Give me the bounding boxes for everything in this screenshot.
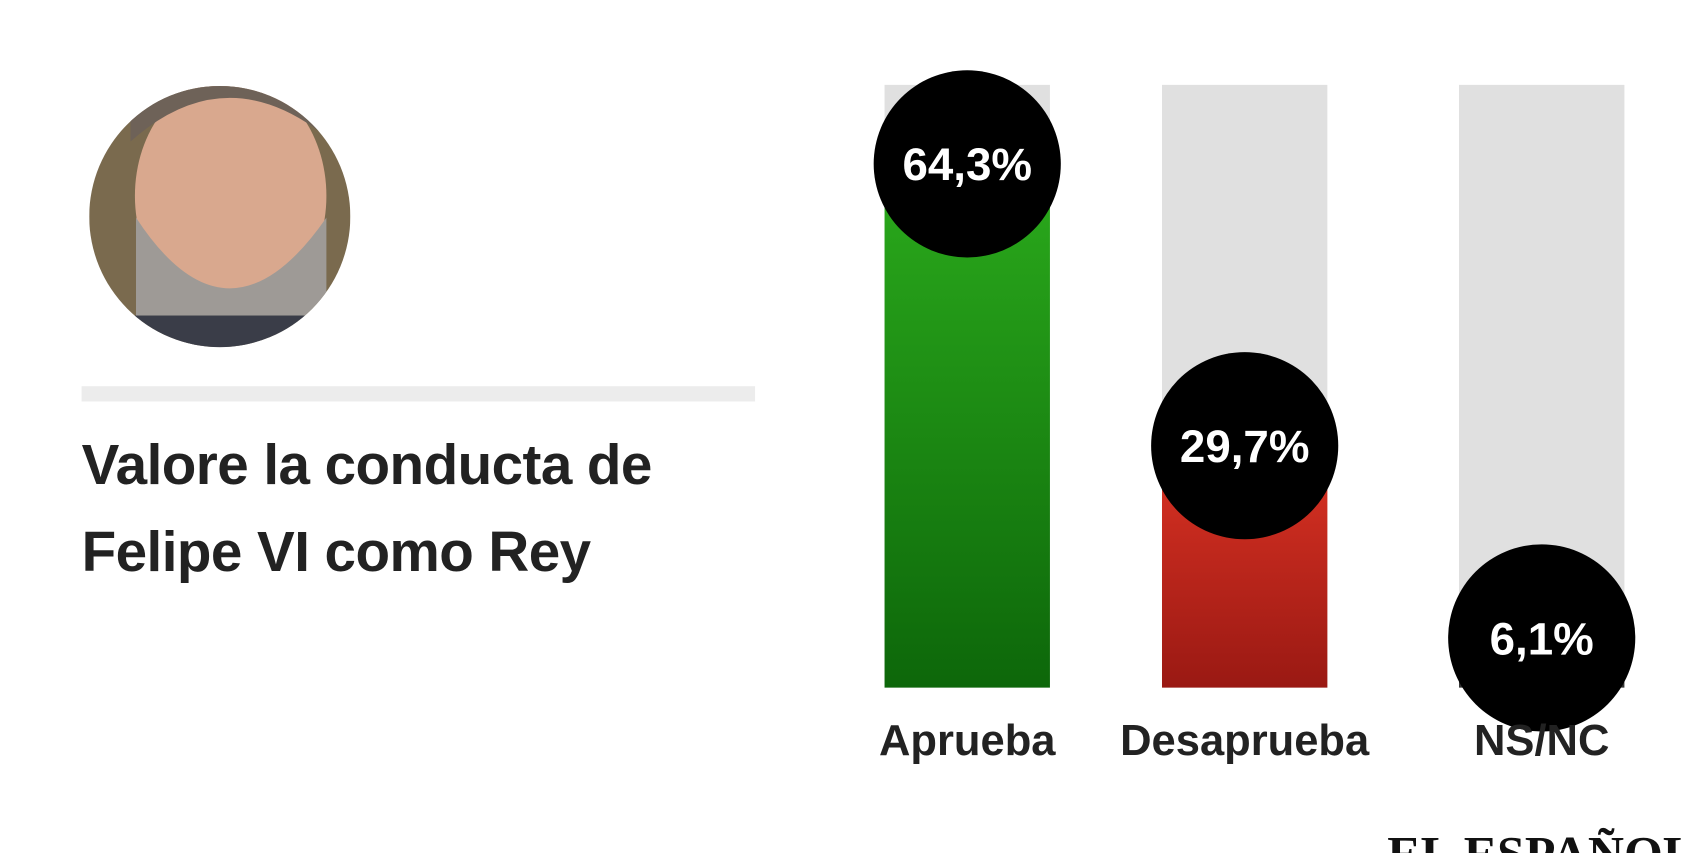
portrait [89,85,351,348]
value-label: 64,3% [902,139,1032,190]
value-badge [873,70,1061,258]
value-badge [1151,352,1339,540]
value-label: 29,7% [1180,421,1310,472]
x-tick-label: Desaprueba [1120,717,1370,765]
source-logo: EL ESPAÑOL [1387,825,1696,853]
x-tick-label: Aprueba [879,717,1056,765]
chart-title: Valore la conducta de Felipe VI como Rey [81,434,653,585]
value-badge [1448,544,1636,732]
title-box: Valore la conducta de Felipe VI como Rey [81,434,653,585]
divider [81,386,756,402]
x-tick-label: NS/NC [1474,717,1609,765]
value-label: 6,1% [1490,613,1594,664]
